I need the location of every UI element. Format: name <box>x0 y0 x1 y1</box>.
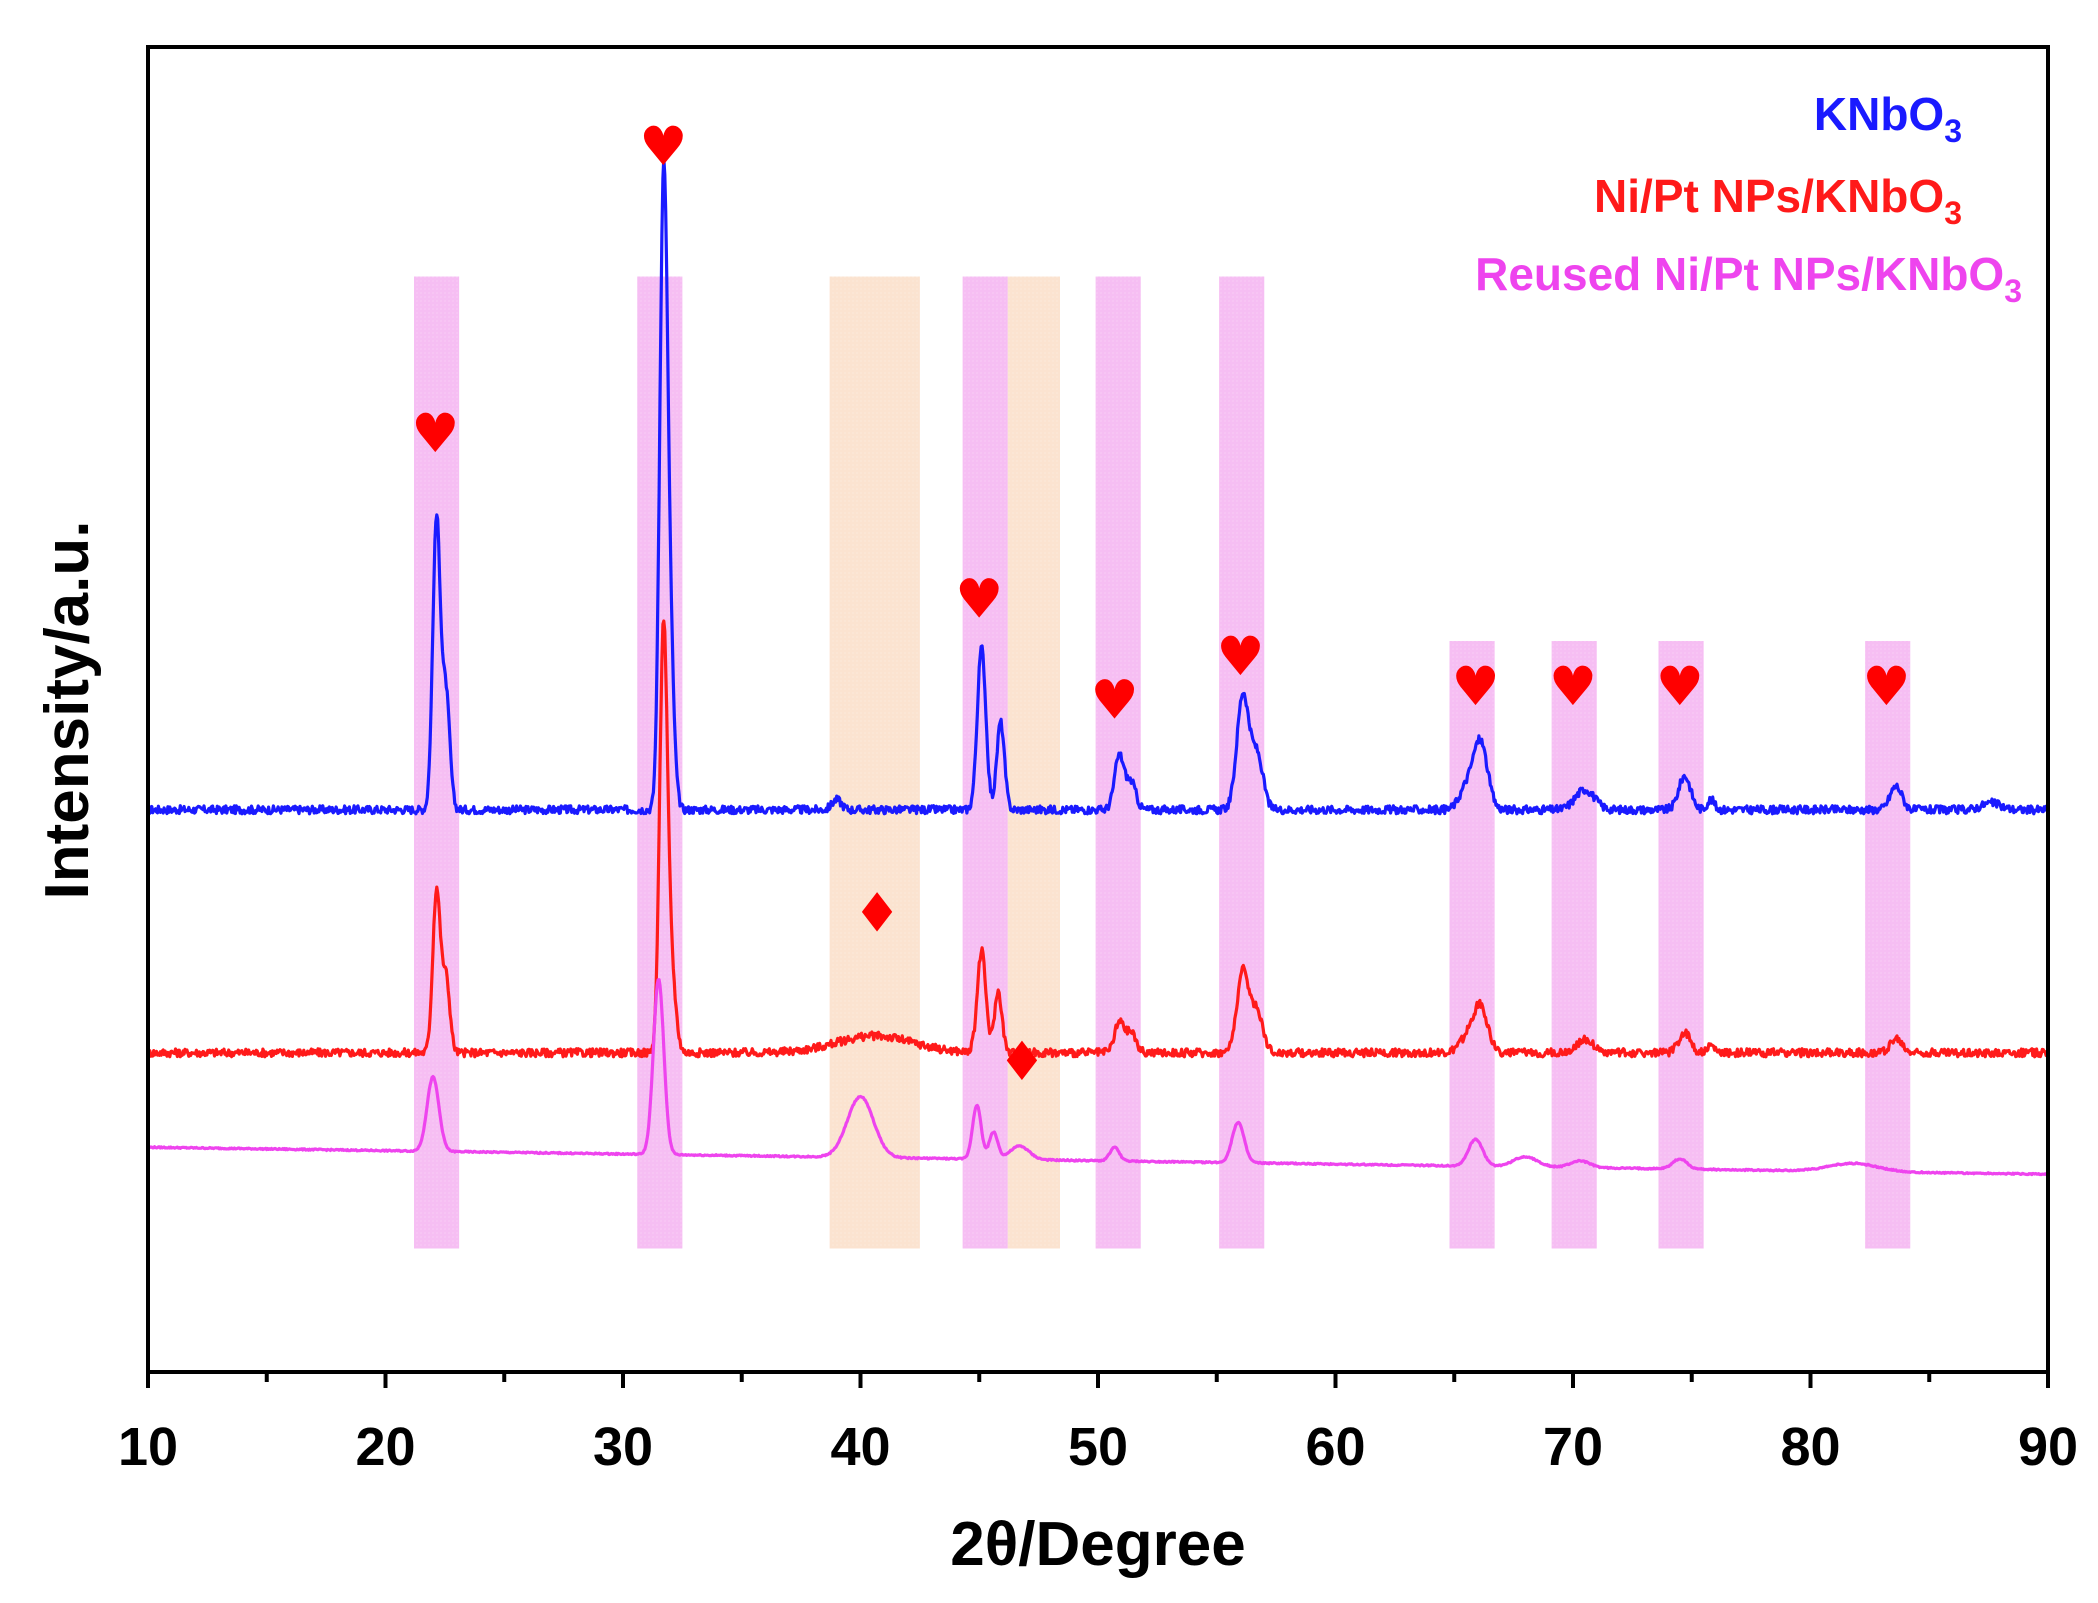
heart-marker-0: ♥ <box>411 402 459 465</box>
diamond-marker-9: ♦ <box>853 881 901 944</box>
heart-marker-6: ♥ <box>1549 655 1597 718</box>
x-tick-label-70: 70 <box>1543 1417 1603 1477</box>
legend-entry-reused-ni-pt-knbo3: Reused Ni/Pt NPs/KNbO3 <box>1475 248 2022 309</box>
y-axis-title: Intensity/a.u. <box>33 521 102 900</box>
legend: KNbO3 Ni/Pt NPs/KNbO3 Reused Ni/Pt NPs/K… <box>1475 88 2022 309</box>
x-tick-label-40: 40 <box>830 1417 890 1477</box>
heart-marker-7: ♥ <box>1656 655 1704 718</box>
diamond-marker-10: ♦ <box>998 1030 1046 1093</box>
heart-marker-5: ♥ <box>1451 655 1499 718</box>
x-tick-label-90: 90 <box>2018 1417 2078 1477</box>
x-tick-label-30: 30 <box>593 1417 653 1477</box>
x-tick-label-20: 20 <box>355 1417 415 1477</box>
x-tick-label-80: 80 <box>1780 1417 1840 1477</box>
legend-entry-ni-pt-knbo3: Ni/Pt NPs/KNbO3 <box>1594 170 1962 231</box>
x-tick-label-10: 10 <box>118 1417 178 1477</box>
x-tick-label-60: 60 <box>1305 1417 1365 1477</box>
peak-markers: ♥ ♥ ♥ ♥ ♥ ♥ ♥ ♥ ♥ ♦ ♦ <box>411 115 1911 1093</box>
heart-marker-3: ♥ <box>1090 669 1138 732</box>
x-axis-title: 2θ/Degree <box>950 1510 1245 1579</box>
heart-marker-2: ♥ <box>955 567 1003 630</box>
legend-entry-knbo3: KNbO3 <box>1814 88 1962 149</box>
highlight-band-texture-7 <box>1449 641 1495 1249</box>
series-lines <box>146 156 2050 1177</box>
highlight-band-texture-8 <box>1551 641 1597 1249</box>
heart-marker-1: ♥ <box>639 115 687 178</box>
x-tick-label-50: 50 <box>1068 1417 1128 1477</box>
highlight-band-texture-6 <box>1219 276 1265 1249</box>
highlight-band-texture-3 <box>962 276 1008 1249</box>
series-line-1 <box>146 619 2049 1059</box>
series-line-0 <box>147 156 2050 816</box>
highlight-band-texture-5 <box>1095 276 1141 1249</box>
highlight-band-texture-9 <box>1658 641 1704 1249</box>
highlight-bands <box>414 276 1911 1249</box>
heart-marker-4: ♥ <box>1216 625 1264 688</box>
heart-marker-8: ♥ <box>1862 655 1910 718</box>
highlight-band-texture-10 <box>1865 641 1911 1249</box>
highlight-band-texture-4 <box>1007 276 1060 1249</box>
x-axis-ticks <box>146 1372 2050 1388</box>
series-line-2 <box>147 978 2049 1177</box>
highlight-band-texture-2 <box>829 276 920 1249</box>
x-axis-tick-labels: 10 20 30 40 50 60 70 80 90 <box>118 1417 2078 1477</box>
